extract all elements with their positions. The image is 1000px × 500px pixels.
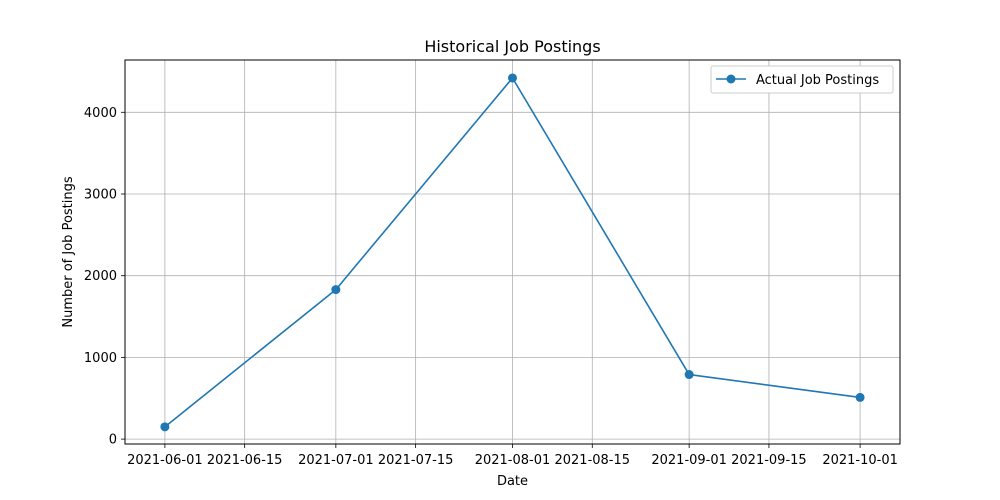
- data-point: [508, 73, 517, 83]
- y-tick-label: 3000: [84, 187, 117, 202]
- legend-box: [710, 65, 894, 94]
- legend: Actual Job Postings: [710, 65, 894, 94]
- x-tick-label: 2021-06-15: [207, 453, 283, 468]
- x-tick-label: 2021-10-01: [822, 453, 898, 468]
- y-tick-label: 4000: [84, 106, 117, 121]
- x-tick-label: 2021-07-15: [378, 453, 454, 468]
- y-axis: 0 1000 2000 3000 4000: [84, 106, 125, 448]
- chart-title: Historical Job Postings: [424, 37, 600, 56]
- x-tick-label: 2021-08-15: [554, 453, 630, 468]
- y-tick-label: 1000: [84, 351, 117, 366]
- x-tick-label: 2021-09-01: [651, 453, 727, 468]
- y-tick-label: 2000: [84, 269, 117, 284]
- legend-marker-swatch: [726, 74, 736, 84]
- data-point: [855, 392, 865, 402]
- data-point: [684, 370, 694, 380]
- x-axis-title: Date: [497, 474, 528, 489]
- x-tick-label: 2021-07-01: [298, 453, 374, 468]
- data-point: [160, 422, 170, 432]
- data-point: [331, 285, 341, 295]
- y-tick-label: 0: [109, 433, 117, 448]
- x-tick-label: 2021-09-15: [731, 453, 807, 468]
- legend-label: Actual Job Postings: [756, 73, 879, 88]
- y-axis-title: Number of Job Postings: [61, 176, 76, 327]
- grid: [125, 60, 900, 444]
- x-axis: 2021-06-01 2021-06-15 2021-07-01 2021-07-15…: [127, 444, 898, 468]
- series-layer: [160, 73, 865, 432]
- x-tick-label: 2021-06-01: [127, 453, 203, 468]
- x-tick-label: 2021-08-01: [475, 453, 551, 468]
